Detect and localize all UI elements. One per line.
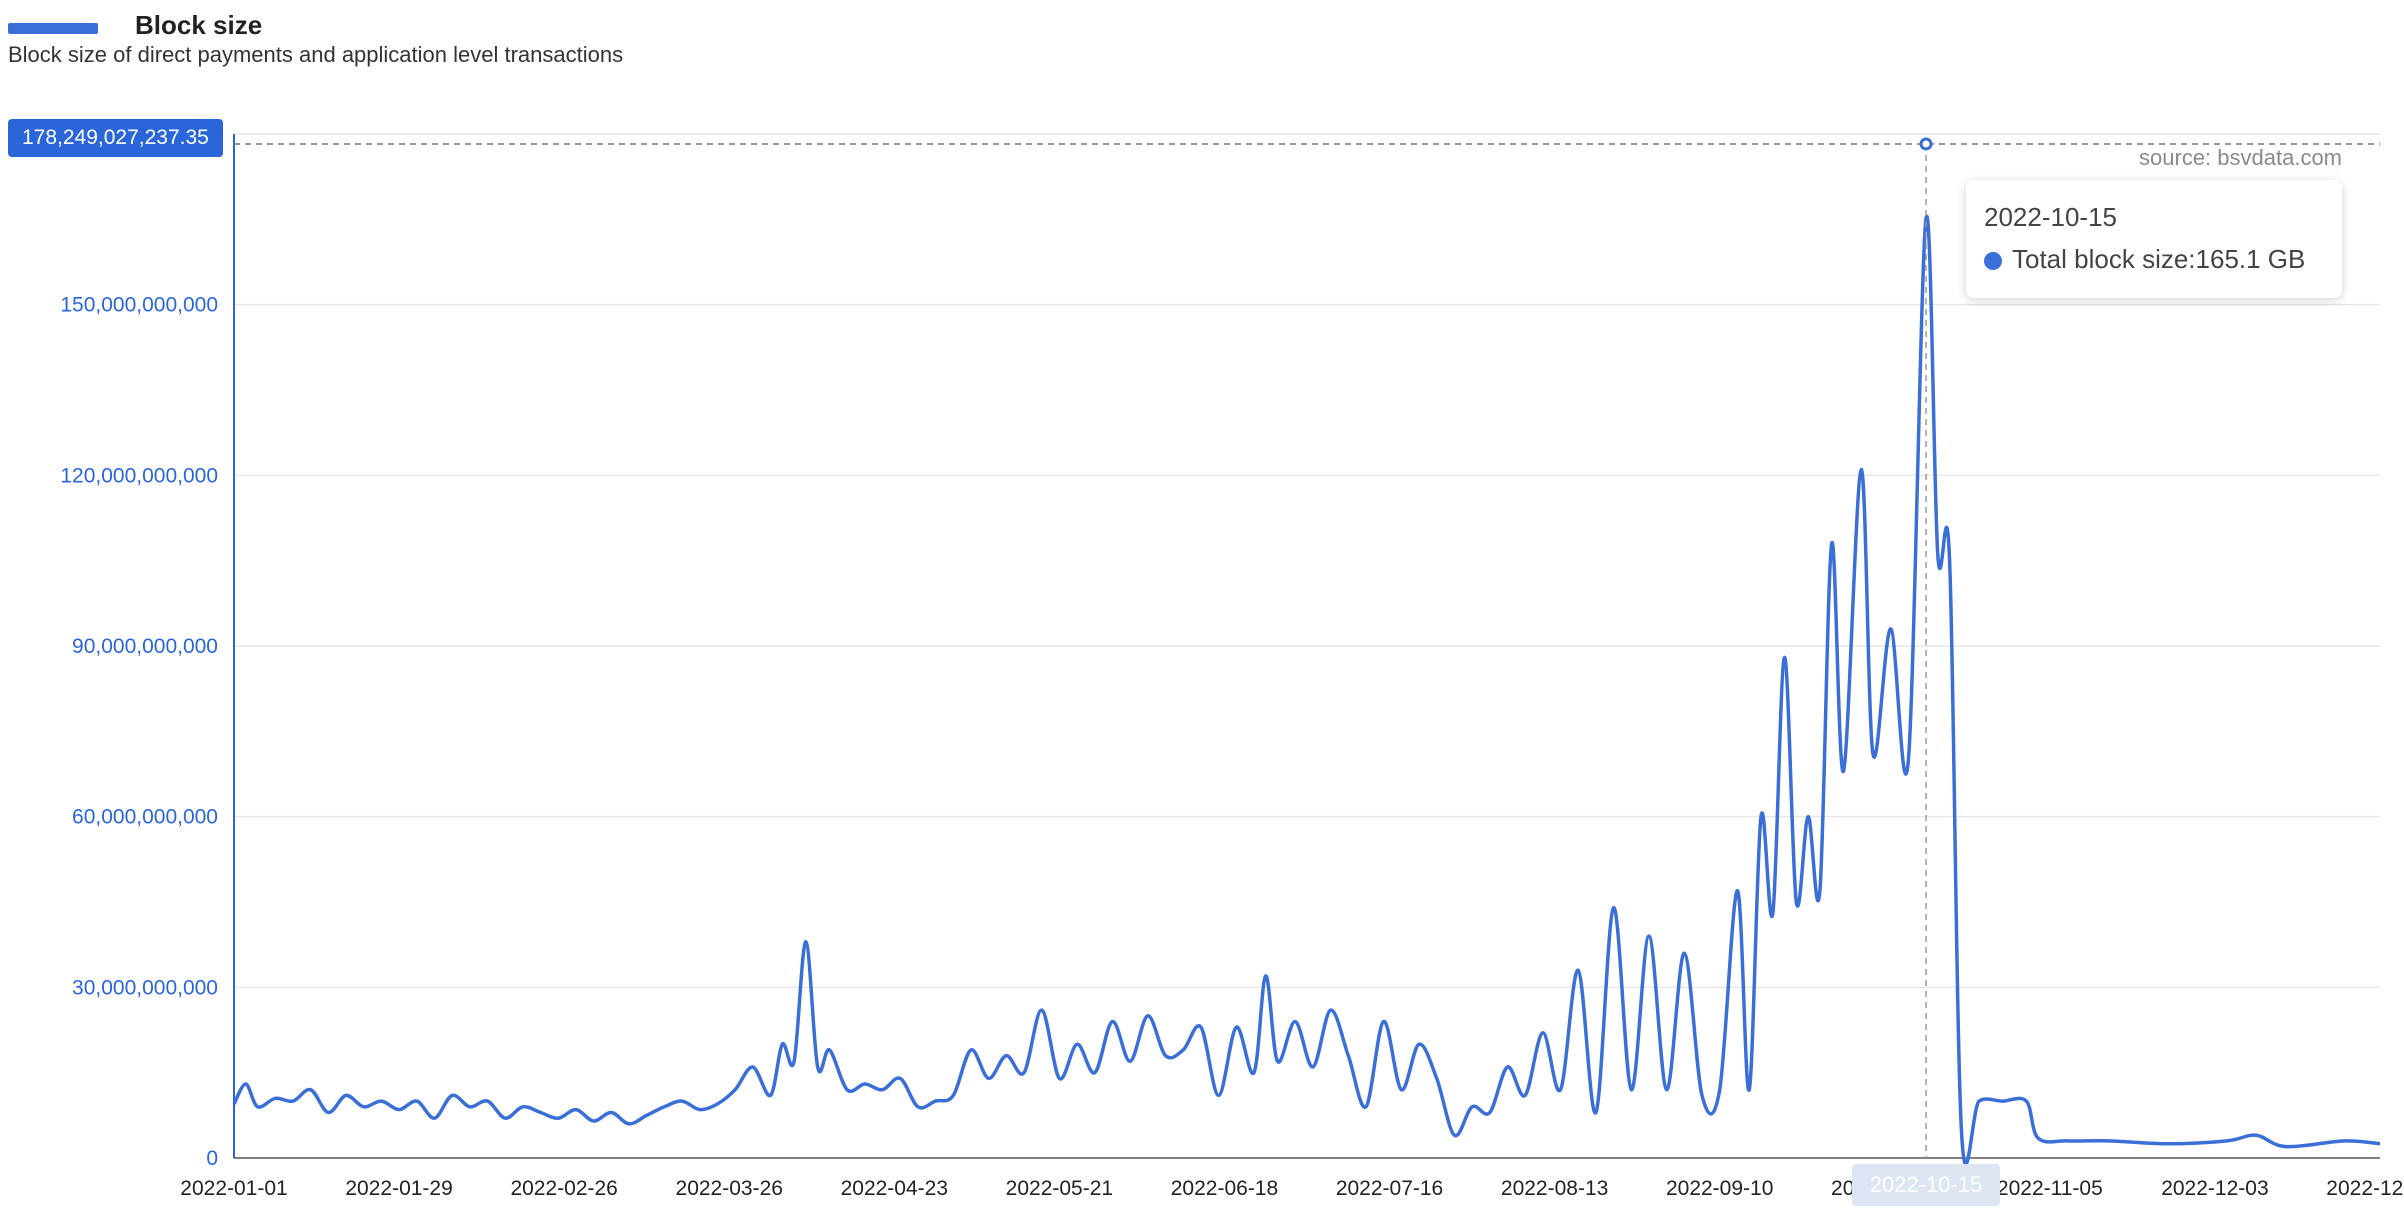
x-tick-label: 2022-08-13	[1501, 1177, 1608, 1200]
x-tick-label: 2022-06-18	[1171, 1177, 1278, 1200]
tooltip-value: Total block size:165.1 GB	[2012, 244, 2306, 274]
tooltip-series-dot-icon	[1984, 252, 2002, 270]
y-tick-label: 0	[206, 1147, 218, 1170]
highlight-point	[1919, 137, 1933, 151]
y-tick-label: 60,000,000,000	[72, 806, 218, 829]
series-layer	[232, 214, 2381, 1166]
chart-subtitle: Block size of direct payments and applic…	[8, 42, 624, 67]
x-axis-ticks: 2022-01-01 2022-01-29 2022-02-26 2022-03-26…	[180, 1177, 2404, 1200]
x-tick-label: 2022-12-03	[2161, 1177, 2268, 1200]
y-axis-pointer-label: 178,249,027,237.35	[8, 119, 223, 157]
x-tick-label: 2022-02-26	[510, 1177, 617, 1200]
series-line	[232, 214, 2381, 1166]
chart-title: Block size	[135, 10, 263, 40]
x-tick-label: 2022-01-29	[345, 1177, 452, 1200]
crosshair	[234, 137, 2380, 1158]
x-tick-label: 2022-09-10	[1666, 1177, 1773, 1200]
x-axis-pointer-label: 2022-10-15	[1852, 1164, 2000, 1206]
x-tick-label: 2022-11-05	[1997, 1177, 2103, 1200]
x-tick-label: 2022-05-21	[1006, 1177, 1113, 1200]
tooltip-date: 2022-10-15	[1984, 202, 2117, 232]
x-tick-label: 2022-01-01	[180, 1177, 287, 1200]
source-note: source: bsvdata.com	[2139, 145, 2342, 170]
y-tick-label: 150,000,000,000	[60, 294, 218, 317]
x-tick-label: 2022-12-31	[2326, 1177, 2404, 1200]
gridlines	[234, 133, 2380, 989]
y-tick-label: 90,000,000,000	[72, 635, 218, 658]
y-tick-label: 30,000,000,000	[72, 976, 218, 999]
tooltip: 2022-10-15 Total block size:165.1 GB	[1966, 180, 2342, 298]
x-tick-label: 2022-07-16	[1336, 1177, 1443, 1200]
y-axis-ticks: 0 30,000,000,000 60,000,000,000 90,000,000,…	[60, 294, 218, 1170]
y-tick-label: 120,000,000,000	[60, 464, 218, 487]
x-tick-label: 2022-04-23	[841, 1177, 948, 1200]
legend-swatch[interactable]	[8, 23, 98, 34]
x-tick-label: 2022-03-26	[676, 1177, 783, 1200]
